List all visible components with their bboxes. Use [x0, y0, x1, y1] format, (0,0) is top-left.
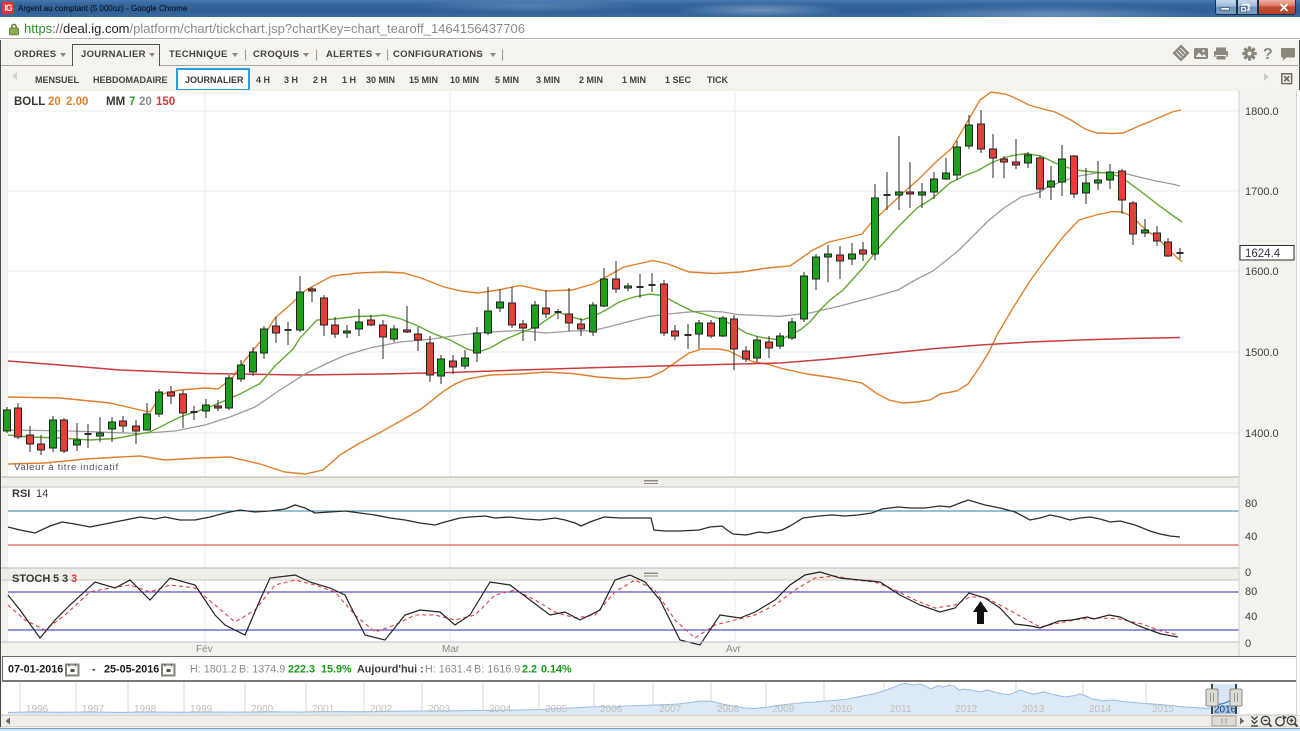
svg-text:2000: 2000 — [251, 704, 274, 715]
svg-text:Aujourd'hui :: Aujourd'hui : — [357, 664, 424, 676]
svg-text:2008: 2008 — [717, 704, 740, 715]
svg-text:Avr: Avr — [726, 644, 741, 655]
svg-text:2016: 2016 — [1214, 705, 1237, 716]
svg-text:0.14%: 0.14% — [541, 664, 572, 676]
svg-text:2002: 2002 — [370, 704, 393, 715]
svg-text:2014: 2014 — [1089, 704, 1112, 715]
svg-text:150: 150 — [156, 96, 175, 108]
svg-text:-: - — [92, 664, 96, 676]
svg-text:0: 0 — [1245, 567, 1251, 579]
svg-text:2011: 2011 — [890, 704, 912, 715]
svg-text:2013: 2013 — [1022, 704, 1045, 715]
svg-text:2003: 2003 — [428, 704, 451, 715]
svg-text:RSI: RSI — [12, 488, 30, 500]
svg-text:0: 0 — [1245, 638, 1251, 650]
svg-text:40: 40 — [1245, 611, 1257, 623]
svg-text:2015: 2015 — [1152, 704, 1175, 715]
svg-text:1800.0: 1800.0 — [1245, 106, 1279, 118]
svg-text:2009: 2009 — [772, 704, 795, 715]
svg-text:1400.0: 1400.0 — [1245, 428, 1279, 440]
svg-text:2005: 2005 — [545, 704, 568, 715]
svg-text:B: 1616.9: B: 1616.9 — [474, 664, 520, 676]
svg-text:25-05-2016: 25-05-2016 — [104, 664, 159, 676]
svg-text:7: 7 — [129, 96, 135, 108]
svg-text:222.3: 222.3 — [288, 664, 315, 676]
svg-text:1996: 1996 — [26, 704, 49, 715]
svg-text:1600.0: 1600.0 — [1245, 266, 1279, 278]
svg-text:80: 80 — [1245, 498, 1257, 510]
svg-text:2006: 2006 — [600, 704, 623, 715]
svg-text:2001: 2001 — [312, 704, 335, 715]
svg-text:20: 20 — [48, 96, 61, 108]
svg-text:H: 1631.4: H: 1631.4 — [425, 664, 472, 676]
svg-text:Valeur à titre indicatif: Valeur à titre indicatif — [14, 462, 119, 473]
svg-text:BOLL: BOLL — [14, 96, 45, 108]
svg-text:1624.4: 1624.4 — [1245, 248, 1281, 260]
svg-text:20: 20 — [139, 96, 152, 108]
svg-text:1998: 1998 — [134, 704, 157, 715]
svg-text:H: 1801.2: H: 1801.2 — [190, 664, 237, 676]
svg-text:B: 1374.9: B: 1374.9 — [239, 664, 285, 676]
svg-text:?: ? — [1263, 46, 1273, 63]
svg-text:07-01-2016: 07-01-2016 — [8, 664, 63, 676]
svg-text:MM: MM — [106, 96, 125, 108]
svg-text:1999: 1999 — [190, 704, 213, 715]
svg-text:15.9%: 15.9% — [321, 664, 352, 676]
svg-text:14: 14 — [36, 488, 48, 500]
svg-text:80: 80 — [1245, 586, 1257, 598]
svg-text:3: 3 — [62, 573, 68, 585]
svg-text:3: 3 — [71, 573, 77, 585]
svg-text:1700.0: 1700.0 — [1245, 186, 1279, 198]
svg-text:STOCH: STOCH — [12, 573, 50, 585]
svg-text:Fév: Fév — [196, 644, 213, 655]
svg-text:1500.0: 1500.0 — [1245, 347, 1279, 359]
svg-text:Mar: Mar — [442, 644, 460, 655]
svg-text:2004: 2004 — [489, 704, 512, 715]
svg-text:1997: 1997 — [82, 704, 105, 715]
svg-text:2010: 2010 — [830, 704, 853, 715]
svg-text:2.00: 2.00 — [66, 96, 88, 108]
svg-text:2.2: 2.2 — [522, 664, 537, 676]
svg-text:40: 40 — [1245, 531, 1257, 543]
svg-text:5: 5 — [53, 573, 59, 585]
svg-text:2012: 2012 — [955, 704, 978, 715]
svg-text:2007: 2007 — [659, 704, 682, 715]
